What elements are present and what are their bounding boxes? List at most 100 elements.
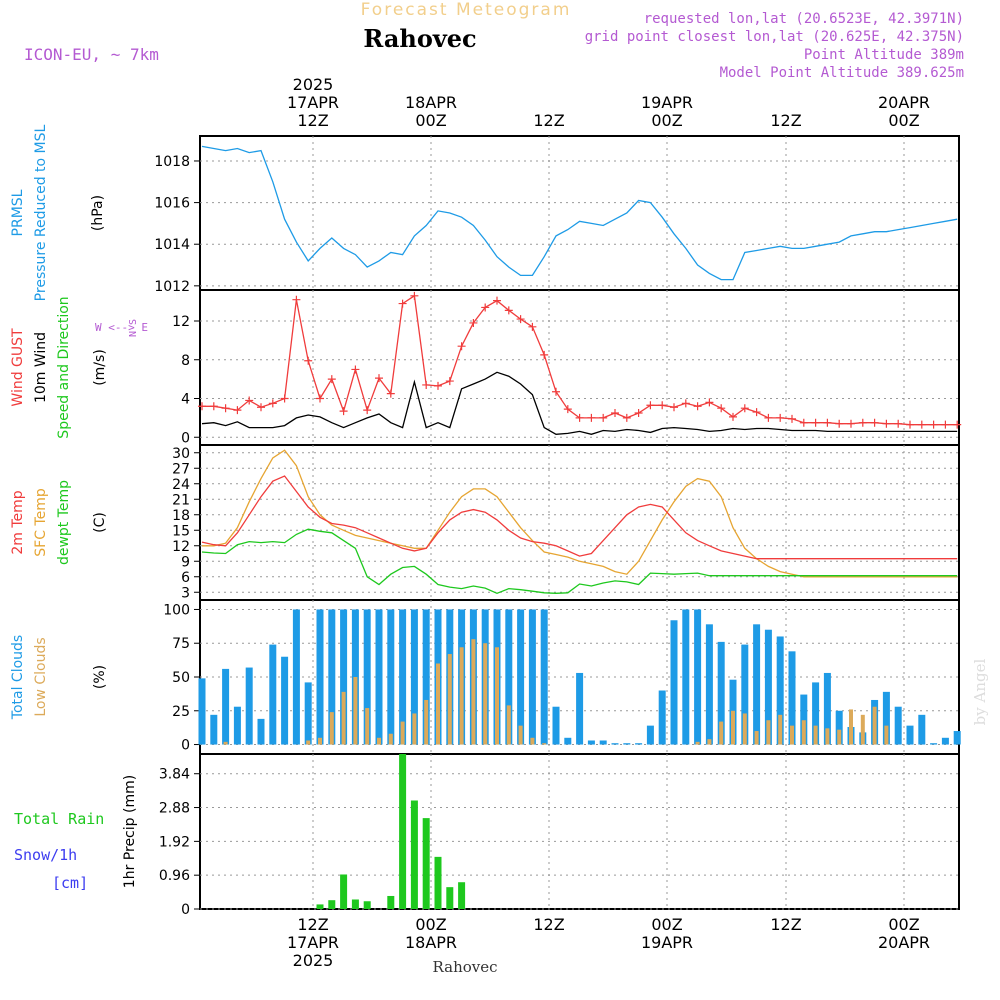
panel-unit: (m/s) bbox=[92, 349, 108, 386]
bar-low-clouds bbox=[801, 720, 806, 745]
y-tick-label: 12 bbox=[172, 539, 190, 555]
y-tick-label: 75 bbox=[172, 636, 190, 652]
series-line-2m-temp bbox=[201, 475, 958, 560]
gust-point bbox=[528, 322, 537, 331]
bar-low-clouds bbox=[884, 725, 889, 745]
gust-point bbox=[693, 402, 702, 411]
gust-point bbox=[245, 396, 254, 405]
panel-frame bbox=[199, 135, 960, 291]
gust-point bbox=[587, 413, 596, 422]
bottom-time-label: 12Z bbox=[770, 915, 801, 934]
bar-total-clouds bbox=[788, 651, 796, 745]
bar-total-clouds bbox=[812, 682, 820, 745]
panel-label-line: 2m Temp bbox=[10, 490, 26, 554]
bottom-time-label: 12Z bbox=[297, 915, 328, 934]
gust-point bbox=[339, 407, 348, 416]
bar-total-rain bbox=[351, 899, 359, 909]
gust-point bbox=[622, 413, 631, 422]
footer-location: Rahovec bbox=[432, 958, 497, 976]
series-line-10m-wind bbox=[201, 371, 958, 435]
y-tick-label: 25 bbox=[172, 704, 190, 720]
bar-total-clouds bbox=[363, 609, 371, 745]
bar-total-rain bbox=[434, 856, 442, 909]
gust-point bbox=[221, 404, 230, 413]
top-time-label: 17APR bbox=[287, 93, 339, 112]
y-tick-label: 3.84 bbox=[159, 767, 190, 783]
gridpoint-coords: grid point closest lon,lat (20.625E, 42.… bbox=[585, 29, 964, 45]
model-label: ICON-EU, ~ 7km bbox=[24, 45, 159, 64]
bar-total-clouds bbox=[918, 714, 926, 745]
bar-low-clouds bbox=[471, 639, 476, 745]
bar-low-clouds bbox=[766, 720, 771, 745]
gust-point bbox=[398, 299, 407, 308]
bottom-time-label: 00Z bbox=[415, 915, 446, 934]
gust-point bbox=[788, 414, 796, 423]
bar-low-clouds bbox=[707, 739, 712, 745]
y-tick-label: 24 bbox=[172, 477, 190, 493]
panels-group: 1012 1014 1016 1018 PRMSL Pressure Reduced to… bbox=[10, 124, 962, 918]
bar-low-clouds bbox=[506, 705, 511, 745]
bar-total-clouds bbox=[540, 609, 548, 745]
gust-point bbox=[776, 413, 785, 422]
bar-low-clouds bbox=[495, 647, 499, 745]
bar-total-clouds bbox=[316, 609, 324, 745]
series-line-prmsl bbox=[201, 145, 958, 281]
top-time-label: 20APR bbox=[878, 93, 930, 112]
bar-low-clouds bbox=[813, 725, 818, 745]
bar-low-clouds bbox=[365, 708, 370, 745]
bar-total-rain bbox=[458, 882, 466, 909]
bar-total-rain bbox=[363, 901, 371, 909]
bar-total-clouds bbox=[741, 644, 749, 745]
gust-point bbox=[469, 318, 478, 327]
gust-point bbox=[316, 394, 324, 403]
product-title: Forecast Meteogram bbox=[361, 0, 572, 20]
gust-point bbox=[929, 420, 938, 429]
bar-total-clouds bbox=[304, 682, 312, 745]
bar-low-clouds bbox=[306, 740, 311, 745]
gust-point bbox=[563, 405, 572, 414]
top-time-label: 18APR bbox=[405, 93, 457, 112]
bar-total-clouds bbox=[776, 636, 784, 745]
bar-low-clouds bbox=[424, 699, 429, 745]
gust-point bbox=[941, 420, 950, 429]
bar-low-clouds bbox=[400, 721, 405, 745]
gust-point bbox=[481, 303, 490, 312]
y-tick-label: 9 bbox=[181, 554, 190, 570]
bar-low-clouds bbox=[754, 731, 759, 745]
point-altitude: Point Altitude 389m bbox=[804, 47, 964, 63]
panel-label-line: [cm] bbox=[52, 874, 88, 892]
gust-point bbox=[363, 406, 372, 415]
bar-total-clouds bbox=[328, 609, 336, 745]
bar-low-clouds bbox=[318, 737, 322, 745]
gust-point bbox=[611, 409, 619, 418]
watermark: by Angel bbox=[971, 658, 989, 725]
gust-point bbox=[280, 394, 289, 403]
gust-point bbox=[257, 403, 265, 412]
y-tick-label: 50 bbox=[172, 670, 190, 686]
bar-low-clouds bbox=[790, 725, 794, 745]
gust-point bbox=[717, 404, 726, 413]
y-tick-label: 0.96 bbox=[159, 868, 190, 884]
requested-coords: requested lon,lat (20.6523E, 42.3971N) bbox=[644, 11, 964, 27]
y-tick-label: 6 bbox=[181, 570, 190, 586]
gust-point bbox=[870, 418, 879, 427]
model-altitude: Model Point Altitude 389.625m bbox=[720, 65, 964, 81]
bar-total-clouds bbox=[646, 725, 654, 745]
y-tick-label: 100 bbox=[163, 602, 190, 618]
panel-clouds: 0 25 50 75 100 Total Clouds Low Clouds (%) bbox=[10, 599, 961, 755]
gust-point bbox=[292, 295, 301, 304]
panel-label-line: Snow/1h bbox=[14, 846, 77, 864]
bar-total-clouds bbox=[635, 743, 643, 745]
panel-label-line: SFC Temp bbox=[33, 488, 49, 557]
gust-point bbox=[858, 418, 867, 427]
y-tick-label: 30 bbox=[172, 446, 190, 462]
bar-low-clouds bbox=[353, 677, 358, 745]
bottom-time-label: 17APR bbox=[287, 933, 339, 952]
bar-total-rain bbox=[446, 887, 454, 909]
bottom-time-label: 19APR bbox=[641, 933, 693, 952]
bar-total-clouds bbox=[670, 620, 678, 745]
bar-total-clouds bbox=[941, 737, 949, 745]
gust-point bbox=[552, 387, 560, 396]
bar-total-rain bbox=[387, 895, 395, 909]
